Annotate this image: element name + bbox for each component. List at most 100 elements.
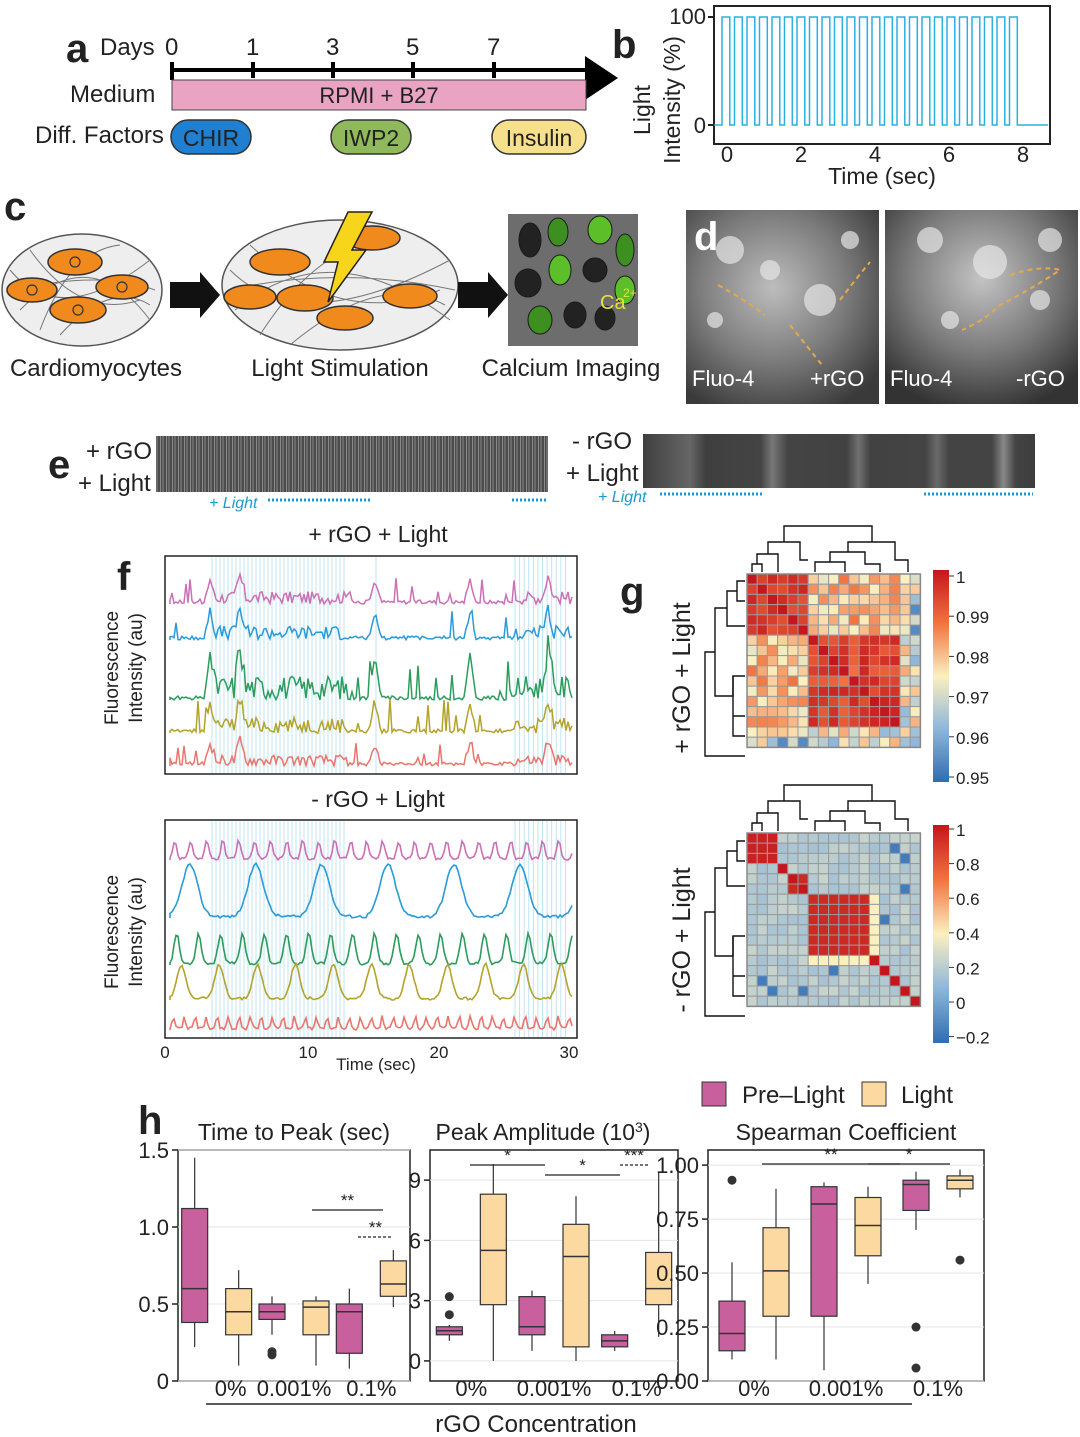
heatmap-cell	[879, 914, 891, 926]
heatmap-cell	[828, 706, 840, 718]
heatmap-cell	[899, 706, 911, 718]
f-bottom-frame	[164, 819, 578, 1039]
heatmap-cell	[899, 863, 911, 875]
h3-plot: 0.000.250.500.751.000% 0.001% 0.1%** *	[656, 1145, 985, 1401]
heatmap-cell	[797, 924, 809, 936]
heatmap-cell	[807, 583, 819, 595]
heatmap-cell	[766, 944, 779, 956]
legend-pre-label: Pre–Light	[742, 1082, 845, 1109]
heatmap-cell	[807, 706, 819, 718]
heatmap-cell	[797, 614, 809, 626]
heatmap-cell	[766, 985, 779, 997]
heatmap-cell	[879, 924, 891, 936]
heatmap-cell	[817, 604, 830, 616]
heatmap-cell	[746, 614, 758, 626]
h-xtick-label: 0%	[738, 1376, 770, 1401]
heatmap-cell	[797, 716, 809, 728]
heatmap-cell	[756, 593, 768, 606]
heatmap-cell	[868, 852, 881, 865]
heatmap-cell	[899, 736, 911, 748]
heatmap-cell	[766, 604, 779, 616]
heatmap-cell	[909, 706, 921, 718]
heatmap-cell	[889, 655, 901, 667]
light-stimulation-dish	[221, 211, 459, 351]
e-left-light-label: + Light	[209, 495, 258, 512]
panel-c-letter: c	[4, 185, 26, 229]
g-top-scale-labels: 1 0.99 0.98 0.97 0.96 0.95	[949, 568, 989, 788]
heatmap-cell	[889, 995, 901, 1007]
heatmap-cell	[858, 726, 870, 738]
panel-d-right-label: Fluo-4	[890, 366, 952, 391]
heatmap-cell	[787, 706, 799, 718]
heatmap-cell	[909, 583, 921, 595]
heatmap-cell	[787, 852, 799, 865]
heatmap-cell	[909, 593, 921, 606]
g-top-colorbar	[933, 570, 949, 782]
heatmap-cell	[889, 604, 901, 616]
heatmap-cell	[766, 852, 779, 865]
heatmap-cell	[838, 924, 850, 936]
heatmap-cell	[879, 675, 891, 687]
heatmap-cell	[746, 726, 758, 738]
heatmap-cell	[879, 593, 891, 606]
heatmap-cell	[858, 995, 870, 1007]
f-xlabel: Time (sec)	[336, 1055, 416, 1074]
heatmap-cell	[777, 985, 789, 997]
heatmap-cell	[899, 954, 911, 967]
heatmap-cell	[797, 665, 809, 677]
heatmap-cell	[848, 655, 860, 667]
f-top-light-lines	[211, 557, 566, 773]
box-body	[645, 1251, 673, 1306]
day-tick-5: 5	[406, 34, 419, 61]
g-top-dendrogram-left	[704, 580, 745, 757]
heatmap-cell	[858, 985, 870, 997]
heatmap-cell	[858, 695, 870, 708]
heatmap-cell	[838, 695, 850, 708]
heatmap-cell	[797, 842, 809, 854]
heatmap-cell	[879, 873, 891, 885]
heatmap-cell	[899, 924, 911, 936]
heatmap-cell	[858, 716, 870, 728]
heatmap-cell	[787, 903, 799, 916]
g-bottom-scale-label: 0	[956, 994, 965, 1013]
panel-b-ytick-0: 0	[694, 113, 706, 138]
heatmap-cell	[807, 975, 819, 987]
heatmap-cell	[909, 985, 921, 997]
heatmap-cell	[899, 716, 911, 728]
heatmap-border	[746, 832, 922, 1008]
f-bottom-title: - rGO + Light	[311, 786, 445, 812]
heatmap-cell	[868, 695, 881, 708]
h-xtick-label: 0.001%	[257, 1376, 332, 1401]
legend-light-swatch	[861, 1081, 887, 1107]
panel-d: d Fluo-4 +rGO Fluo-4 -rGO	[686, 210, 1078, 404]
heatmap-cell	[766, 634, 779, 646]
heatmap-cell	[797, 883, 809, 895]
heatmap-cell	[868, 655, 881, 667]
heatmap-cell	[899, 903, 911, 916]
heatmap-cell	[848, 675, 860, 687]
heatmap-cell	[868, 736, 881, 748]
heatmap-cell	[766, 655, 779, 667]
significance-label: **	[341, 1191, 355, 1210]
panel-d-left-tag: +rGO	[810, 366, 864, 391]
heatmap-cell	[817, 852, 830, 865]
h-ytick-label: 0.5	[138, 1292, 169, 1317]
heatmap-cell	[838, 914, 850, 926]
heatmap-cell	[899, 893, 911, 905]
f-bottom-trace	[169, 838, 573, 862]
g-top-scale-label: 1	[956, 568, 965, 587]
heatmap-cell	[909, 944, 921, 956]
heatmap-cell	[746, 873, 758, 885]
f-bottom-ylabel-1: Fluorescence	[102, 875, 123, 989]
box-body	[379, 1260, 407, 1297]
heatmap-cell	[838, 644, 850, 657]
f-bottom-traces	[169, 838, 573, 1032]
heatmap-cell	[777, 706, 789, 718]
heatmap-cell	[787, 655, 799, 667]
heatmap-cell	[899, 832, 911, 844]
heatmap-cell	[766, 706, 779, 718]
panel-b-xlabel: Time (sec)	[828, 163, 936, 189]
heatmap-cell	[746, 863, 758, 875]
heatmap-cell	[777, 685, 789, 697]
heatmap-cell	[756, 883, 768, 895]
